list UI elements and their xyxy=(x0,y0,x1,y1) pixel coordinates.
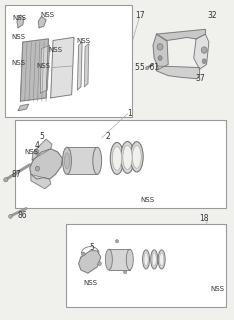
Ellipse shape xyxy=(35,150,39,155)
Ellipse shape xyxy=(124,270,127,274)
Text: NSS: NSS xyxy=(76,37,90,44)
Ellipse shape xyxy=(4,178,8,182)
Text: NSS: NSS xyxy=(83,280,97,286)
Polygon shape xyxy=(84,44,89,87)
Text: NSS: NSS xyxy=(37,63,51,69)
Ellipse shape xyxy=(105,249,112,270)
Ellipse shape xyxy=(143,250,150,269)
Ellipse shape xyxy=(116,240,118,243)
Text: 37: 37 xyxy=(196,74,206,83)
Text: 32: 32 xyxy=(208,11,217,20)
Polygon shape xyxy=(31,174,51,189)
Ellipse shape xyxy=(146,66,149,69)
Text: 87: 87 xyxy=(11,170,21,179)
Ellipse shape xyxy=(112,147,122,170)
Polygon shape xyxy=(32,139,52,160)
Text: NSS: NSS xyxy=(48,47,62,53)
Ellipse shape xyxy=(151,250,158,269)
Text: 5: 5 xyxy=(39,132,44,140)
Bar xyxy=(109,249,130,270)
Ellipse shape xyxy=(93,147,102,174)
Ellipse shape xyxy=(160,253,164,266)
Ellipse shape xyxy=(201,47,207,53)
Text: NSS: NSS xyxy=(140,197,154,203)
Polygon shape xyxy=(20,39,48,101)
Bar xyxy=(67,147,97,174)
Text: NSS: NSS xyxy=(40,12,54,18)
Text: NSS: NSS xyxy=(210,286,224,292)
Polygon shape xyxy=(18,104,29,111)
Ellipse shape xyxy=(62,147,71,174)
Ellipse shape xyxy=(123,146,132,169)
Ellipse shape xyxy=(35,166,40,171)
Polygon shape xyxy=(38,17,46,28)
Polygon shape xyxy=(79,251,101,273)
Ellipse shape xyxy=(81,252,85,256)
Bar xyxy=(15,120,226,208)
Ellipse shape xyxy=(9,214,12,218)
Ellipse shape xyxy=(202,59,206,64)
Polygon shape xyxy=(77,42,82,90)
Text: 55. 61: 55. 61 xyxy=(135,63,159,72)
Ellipse shape xyxy=(64,153,69,169)
Text: NSS: NSS xyxy=(11,60,25,66)
Ellipse shape xyxy=(158,56,162,60)
Bar xyxy=(5,5,132,117)
Polygon shape xyxy=(17,15,24,28)
Text: 18: 18 xyxy=(199,214,209,223)
Polygon shape xyxy=(157,66,200,79)
Polygon shape xyxy=(40,45,50,93)
Text: NSS: NSS xyxy=(11,34,25,40)
Text: 86: 86 xyxy=(18,211,28,220)
Ellipse shape xyxy=(132,145,141,168)
Ellipse shape xyxy=(152,253,156,266)
Polygon shape xyxy=(157,29,205,41)
Ellipse shape xyxy=(130,142,143,172)
Text: 17: 17 xyxy=(135,11,145,20)
Ellipse shape xyxy=(98,262,101,266)
Text: 5: 5 xyxy=(89,243,94,252)
Ellipse shape xyxy=(157,44,163,50)
Polygon shape xyxy=(194,34,209,69)
Text: 4: 4 xyxy=(34,141,39,150)
Ellipse shape xyxy=(110,142,124,174)
Ellipse shape xyxy=(121,141,134,173)
Ellipse shape xyxy=(144,253,148,266)
Text: NSS: NSS xyxy=(12,15,26,21)
Text: NSS: NSS xyxy=(24,149,38,155)
Bar xyxy=(66,224,226,307)
Polygon shape xyxy=(51,37,74,98)
Ellipse shape xyxy=(158,250,165,269)
Text: 1: 1 xyxy=(128,109,132,118)
Text: 2: 2 xyxy=(105,132,110,140)
Polygon shape xyxy=(30,149,62,179)
Ellipse shape xyxy=(126,249,133,270)
Polygon shape xyxy=(153,34,168,69)
